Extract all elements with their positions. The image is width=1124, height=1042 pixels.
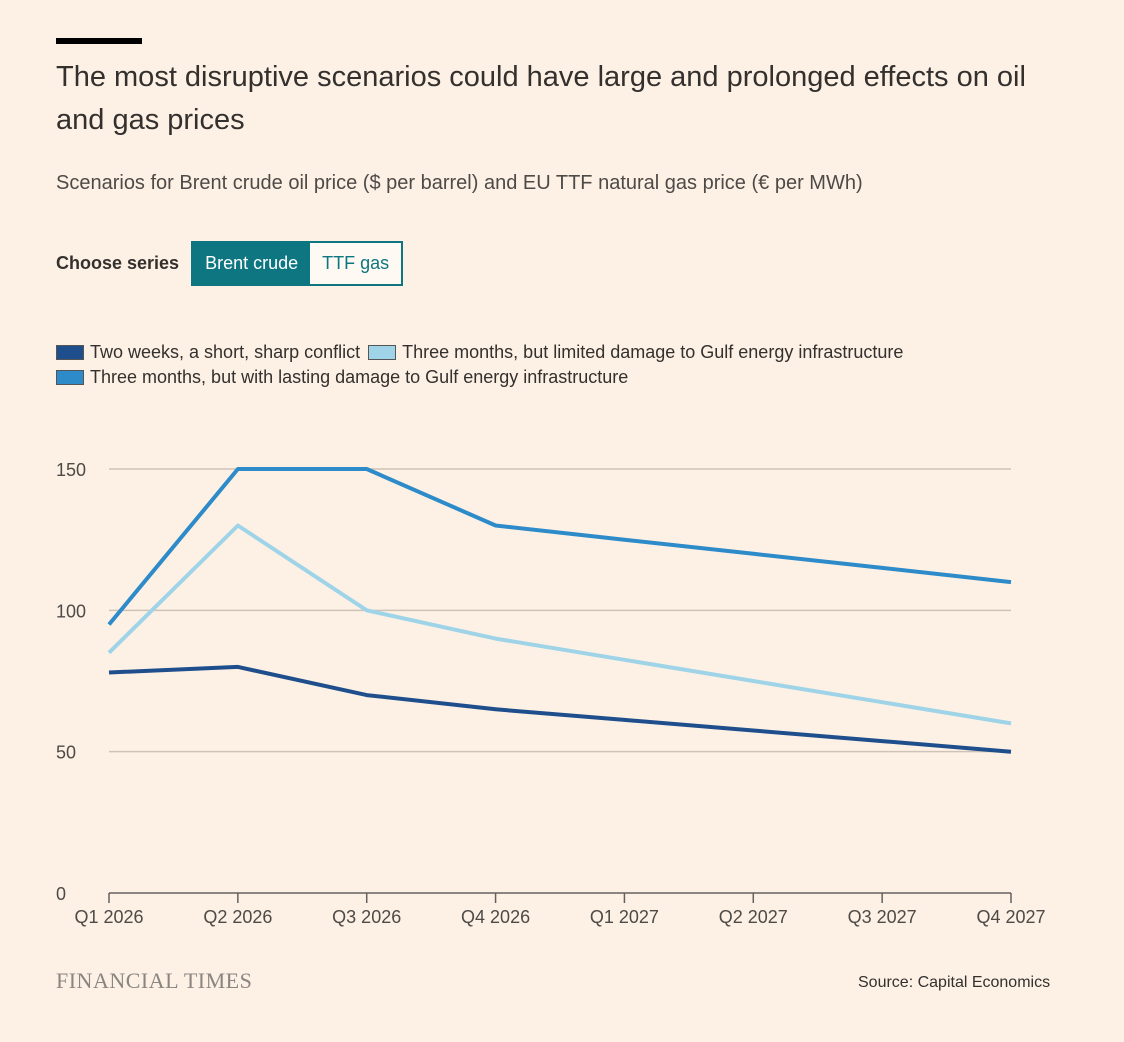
brent-crude-button[interactable]: Brent crude	[193, 243, 311, 284]
ft-logo: FINANCIAL TIMES	[56, 968, 253, 993]
legend-swatch	[56, 345, 84, 360]
legend: Two weeks, a short, sharp conflict Three…	[56, 340, 1056, 390]
x-tick-label: Q3 2026	[332, 907, 401, 927]
legend-swatch	[56, 370, 84, 385]
y-tick-label: 100	[56, 601, 86, 621]
chart-subtitle: Scenarios for Brent crude oil price ($ p…	[56, 172, 863, 194]
x-tick-label: Q2 2027	[719, 907, 788, 927]
x-tick-label: Q4 2026	[461, 907, 530, 927]
x-tick-label: Q1 2026	[74, 907, 143, 927]
legend-label: Two weeks, a short, sharp conflict	[90, 342, 361, 362]
legend-item-limited-damage: Three months, but limited damage to Gulf…	[368, 342, 903, 363]
chooser-label: Choose series	[56, 253, 180, 273]
series-line-3	[107, 467, 1012, 626]
legend-swatch	[368, 345, 397, 360]
top-accent-bar	[56, 38, 142, 44]
legend-item-short-conflict: Two weeks, a short, sharp conflict	[56, 342, 360, 363]
legend-item-lasting-damage: Three months, but with lasting damage to…	[56, 367, 628, 388]
chart-title: The most disruptive scenarios could have…	[56, 61, 1026, 136]
line-chart: 0 50 100 150 Q1 2026 Q2 2026 Q3 2026 Q4 2026 Q1 …	[56, 460, 1046, 927]
ttf-gas-button[interactable]: TTF gas	[310, 243, 402, 284]
source-note: Source: Capital Economics	[858, 974, 1051, 991]
x-tick-label: Q3 2027	[848, 907, 917, 927]
series-line-1	[108, 664, 1012, 754]
legend-label: Three months, but limited damage to Gulf…	[402, 342, 904, 362]
y-tick-label: 150	[56, 460, 86, 480]
x-tick-label: Q4 2027	[976, 907, 1045, 927]
legend-label: Three months, but with lasting damage to…	[90, 367, 629, 387]
x-tick-label: Q1 2027	[590, 907, 659, 927]
x-tick-label: Q2 2026	[203, 907, 272, 927]
y-tick-label: 50	[56, 743, 76, 763]
series-line-2	[107, 523, 1012, 726]
series-toggle: Brent crude TTF gas	[191, 241, 404, 286]
y-tick-label: 0	[56, 884, 66, 904]
series-chooser: Choose series Brent crude TTF gas	[56, 241, 404, 286]
